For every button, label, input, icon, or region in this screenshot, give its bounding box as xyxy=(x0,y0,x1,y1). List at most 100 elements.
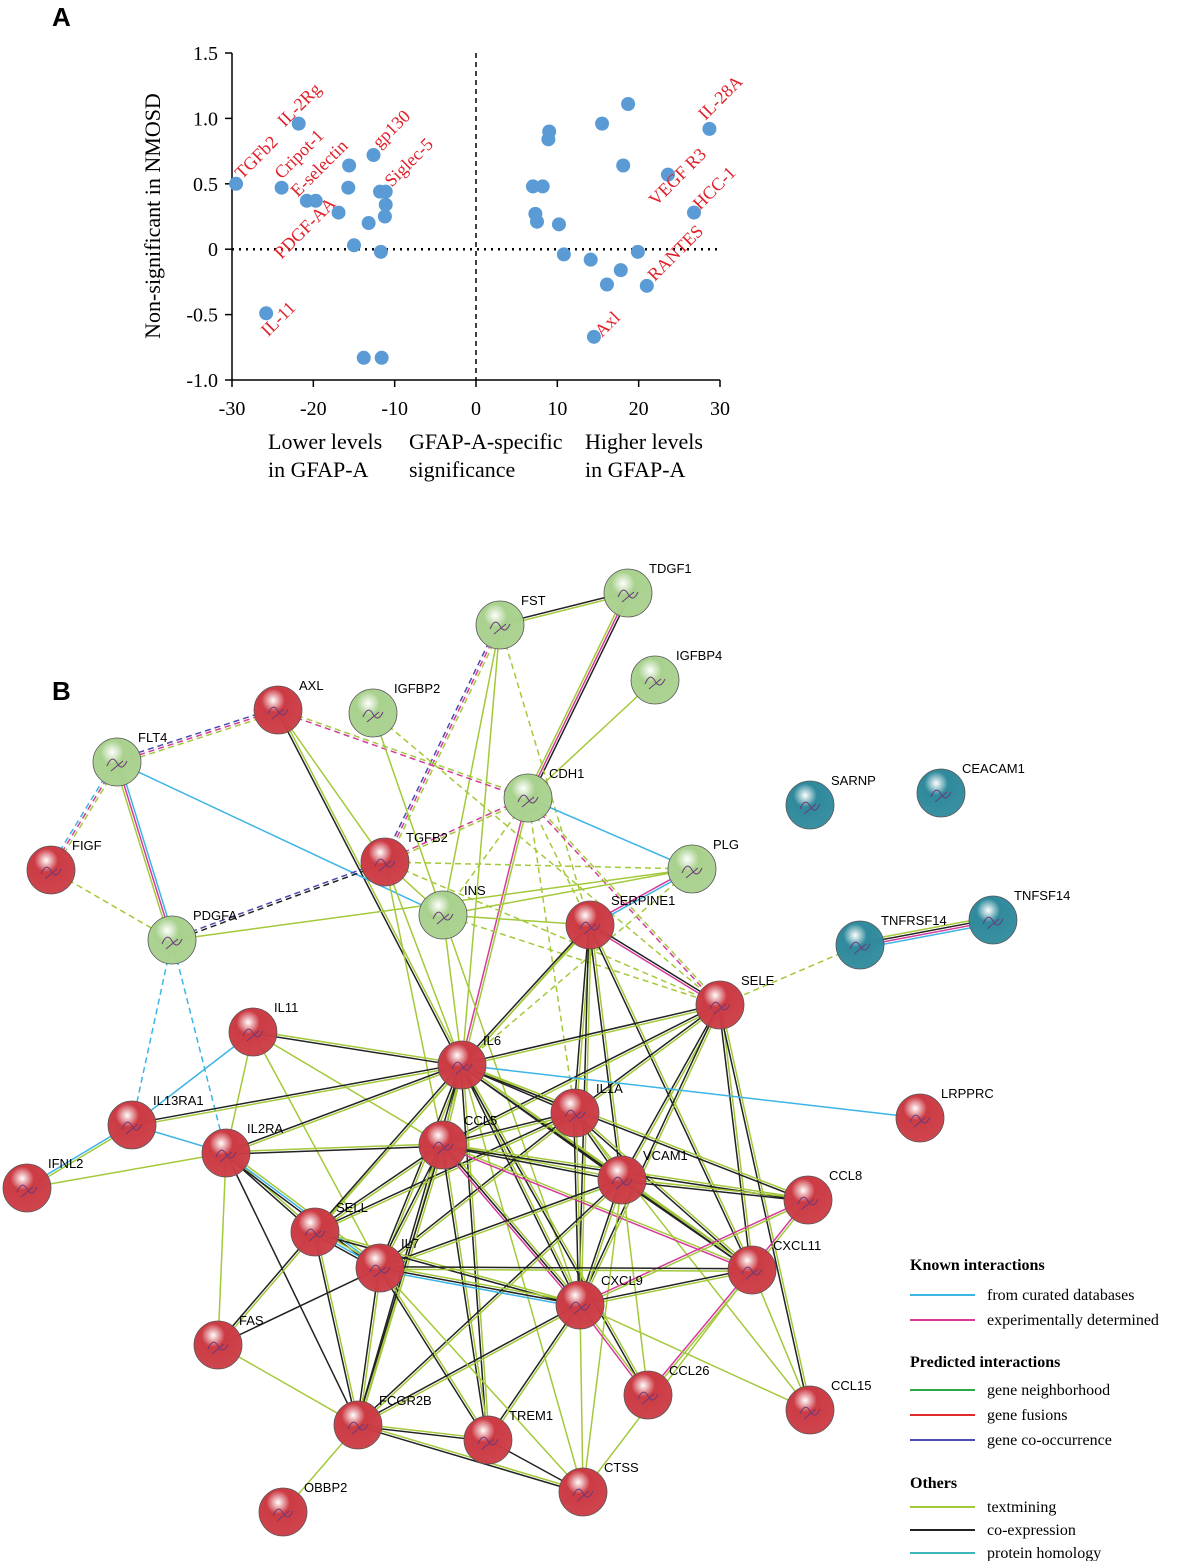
edge xyxy=(460,1065,648,1396)
edge xyxy=(460,1065,580,1306)
node xyxy=(550,1088,600,1138)
node-structure xyxy=(637,1391,659,1405)
edge xyxy=(646,1268,752,1395)
data-point xyxy=(374,350,389,365)
edge xyxy=(443,1143,623,1180)
node-label: IL13RA1 xyxy=(153,1093,204,1108)
node xyxy=(253,685,303,735)
edge xyxy=(277,710,528,800)
node xyxy=(555,1280,605,1330)
data-point xyxy=(660,167,675,182)
node xyxy=(667,844,717,894)
node-structure xyxy=(121,1121,143,1135)
node-structure xyxy=(477,1436,499,1450)
edge xyxy=(462,1064,650,1395)
node-structure xyxy=(207,1341,229,1355)
edge xyxy=(356,1144,443,1425)
node xyxy=(107,1100,157,1150)
node-label: FLT4 xyxy=(138,730,167,745)
node-structure xyxy=(709,1001,731,1015)
node-structure xyxy=(681,865,703,879)
x-annotation: GFAP-A-specific xyxy=(409,429,563,454)
data-point xyxy=(347,238,361,253)
data-point xyxy=(342,158,357,173)
y-tick-label: -0.5 xyxy=(186,305,218,327)
data-point xyxy=(377,209,392,224)
x-annotation: Lower levels xyxy=(268,429,382,454)
edge xyxy=(442,1145,622,1182)
node-label: CCL15 xyxy=(831,1378,871,1393)
data-point xyxy=(361,216,376,231)
edge xyxy=(442,868,693,916)
node xyxy=(360,837,410,887)
node-structure xyxy=(40,866,62,880)
node xyxy=(290,1207,340,1257)
edge xyxy=(226,1145,444,1155)
edge xyxy=(217,1267,381,1346)
node-label: SERPINE1 xyxy=(611,893,675,908)
x-annotation: in GFAP-A xyxy=(585,457,686,482)
edge xyxy=(528,796,722,1005)
edge xyxy=(527,592,629,799)
node xyxy=(785,780,835,830)
node-label: AXL xyxy=(299,678,324,693)
data-point xyxy=(613,263,628,278)
data-point xyxy=(378,184,393,199)
y-axis-title: Non-significant in NMOSD xyxy=(140,93,165,339)
edge xyxy=(579,1198,808,1305)
edge xyxy=(525,591,627,798)
node xyxy=(348,688,398,738)
node-label: IFNL2 xyxy=(48,1156,83,1171)
data-point xyxy=(308,193,323,208)
edge xyxy=(358,1180,624,1427)
node-structure xyxy=(267,706,289,720)
edge xyxy=(441,1145,488,1441)
edge xyxy=(356,1267,380,1425)
node-label: PDGFA xyxy=(193,908,237,923)
edge xyxy=(621,1180,808,1202)
node-structure xyxy=(799,801,821,815)
data-point xyxy=(530,214,544,229)
node-structure xyxy=(569,1301,591,1315)
edge xyxy=(384,861,693,870)
node-structure xyxy=(106,758,128,772)
edge xyxy=(315,1145,445,1234)
data-point xyxy=(541,132,556,147)
edge xyxy=(590,923,722,1005)
edge xyxy=(217,1344,359,1426)
node-label: CXCL11 xyxy=(773,1238,821,1253)
node xyxy=(597,1155,647,1205)
y-tick-label: 0 xyxy=(208,239,218,261)
node-structure xyxy=(797,1196,819,1210)
node xyxy=(463,1415,513,1465)
data-point xyxy=(616,158,631,173)
edge xyxy=(315,1065,464,1234)
edge xyxy=(580,1270,753,1307)
node-structure xyxy=(564,1109,586,1123)
node-label: OBBP2 xyxy=(304,1480,347,1495)
node xyxy=(565,900,615,950)
edge xyxy=(461,1065,808,1202)
data-point xyxy=(525,179,540,194)
node-structure xyxy=(611,1176,633,1190)
data-point xyxy=(259,306,274,321)
y-tick-label: 1.5 xyxy=(193,43,218,65)
edge xyxy=(620,1180,752,1272)
panel-label: A xyxy=(52,2,71,32)
edge xyxy=(444,1142,583,1304)
node-label: TNFSF14 xyxy=(1014,888,1070,903)
node xyxy=(475,600,525,650)
legend-label: from curated databases xyxy=(987,1287,1134,1304)
legend-label: gene neighborhood xyxy=(987,1382,1110,1399)
edge xyxy=(461,1064,921,1119)
edge xyxy=(278,709,464,1065)
node-structure xyxy=(644,676,666,690)
edge xyxy=(527,797,693,870)
data-point xyxy=(373,244,388,259)
edge xyxy=(442,1144,581,1306)
edge xyxy=(621,1179,649,1396)
legend-label: gene fusions xyxy=(987,1407,1067,1424)
y-tick-label: -1.0 xyxy=(186,370,218,392)
node-structure xyxy=(741,1266,763,1280)
edge xyxy=(379,1267,581,1306)
